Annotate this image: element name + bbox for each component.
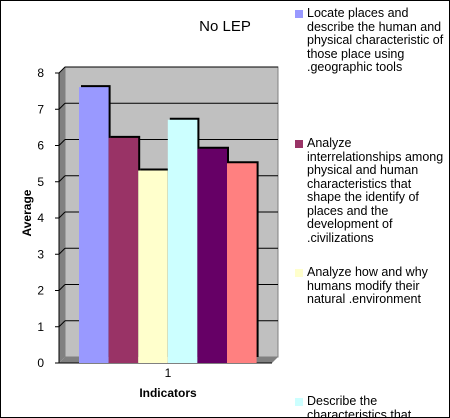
y-tick-label-7: 7 — [37, 102, 44, 116]
y-tick-label-2: 2 — [37, 284, 44, 298]
legend-label-4: Describe the characteristics that — [307, 394, 412, 417]
legend-label-3: Analyze how and why humans modify their … — [307, 265, 428, 306]
bar-1 — [79, 87, 109, 363]
y-tick-label-1: 1 — [37, 320, 44, 334]
y-tick-label-8: 8 — [37, 66, 44, 80]
gridline-diag-1 — [58, 320, 66, 328]
gridline-diag-5 — [58, 175, 66, 183]
y-tick-label-6: 6 — [37, 139, 44, 153]
gridline-diag-6 — [58, 139, 66, 146]
y-tick-label-4: 4 — [37, 211, 44, 225]
gridline-diag-7 — [58, 102, 66, 110]
legend-swatch-3 — [295, 269, 303, 277]
bar-5 — [197, 148, 227, 363]
bar-6 — [227, 163, 257, 363]
gridline-diag-4 — [58, 211, 66, 219]
legend-label-2: Analyze interrelationships among physica… — [307, 136, 444, 245]
legend-swatch-1 — [295, 10, 303, 18]
x-tick-label-1: 1 — [165, 366, 172, 380]
y-tick-label-5: 5 — [37, 175, 44, 189]
legend: Locate places and describe the human and… — [295, 7, 449, 417]
y-tick-label-3: 3 — [37, 247, 44, 261]
bar-2 — [108, 137, 139, 363]
legend-label-1: Locate places and describe the human and… — [307, 7, 444, 74]
y-axis-label: Average — [20, 189, 34, 236]
bar-3 — [138, 170, 168, 363]
gridline-diag-2 — [58, 284, 66, 291]
x-axis-label: Indicators — [139, 386, 197, 400]
plot-area: 0 1 2 3 4 5 6 7 8 1 — [37, 66, 279, 380]
gridline-diag-8 — [58, 66, 66, 74]
legend-swatch-2 — [295, 140, 303, 148]
gridline-diag-3 — [58, 247, 66, 255]
y-tick-label-0: 0 — [37, 356, 44, 370]
chart-title: No LEP — [199, 18, 251, 35]
legend-swatch-4 — [295, 398, 303, 406]
bar-4 — [167, 119, 198, 363]
